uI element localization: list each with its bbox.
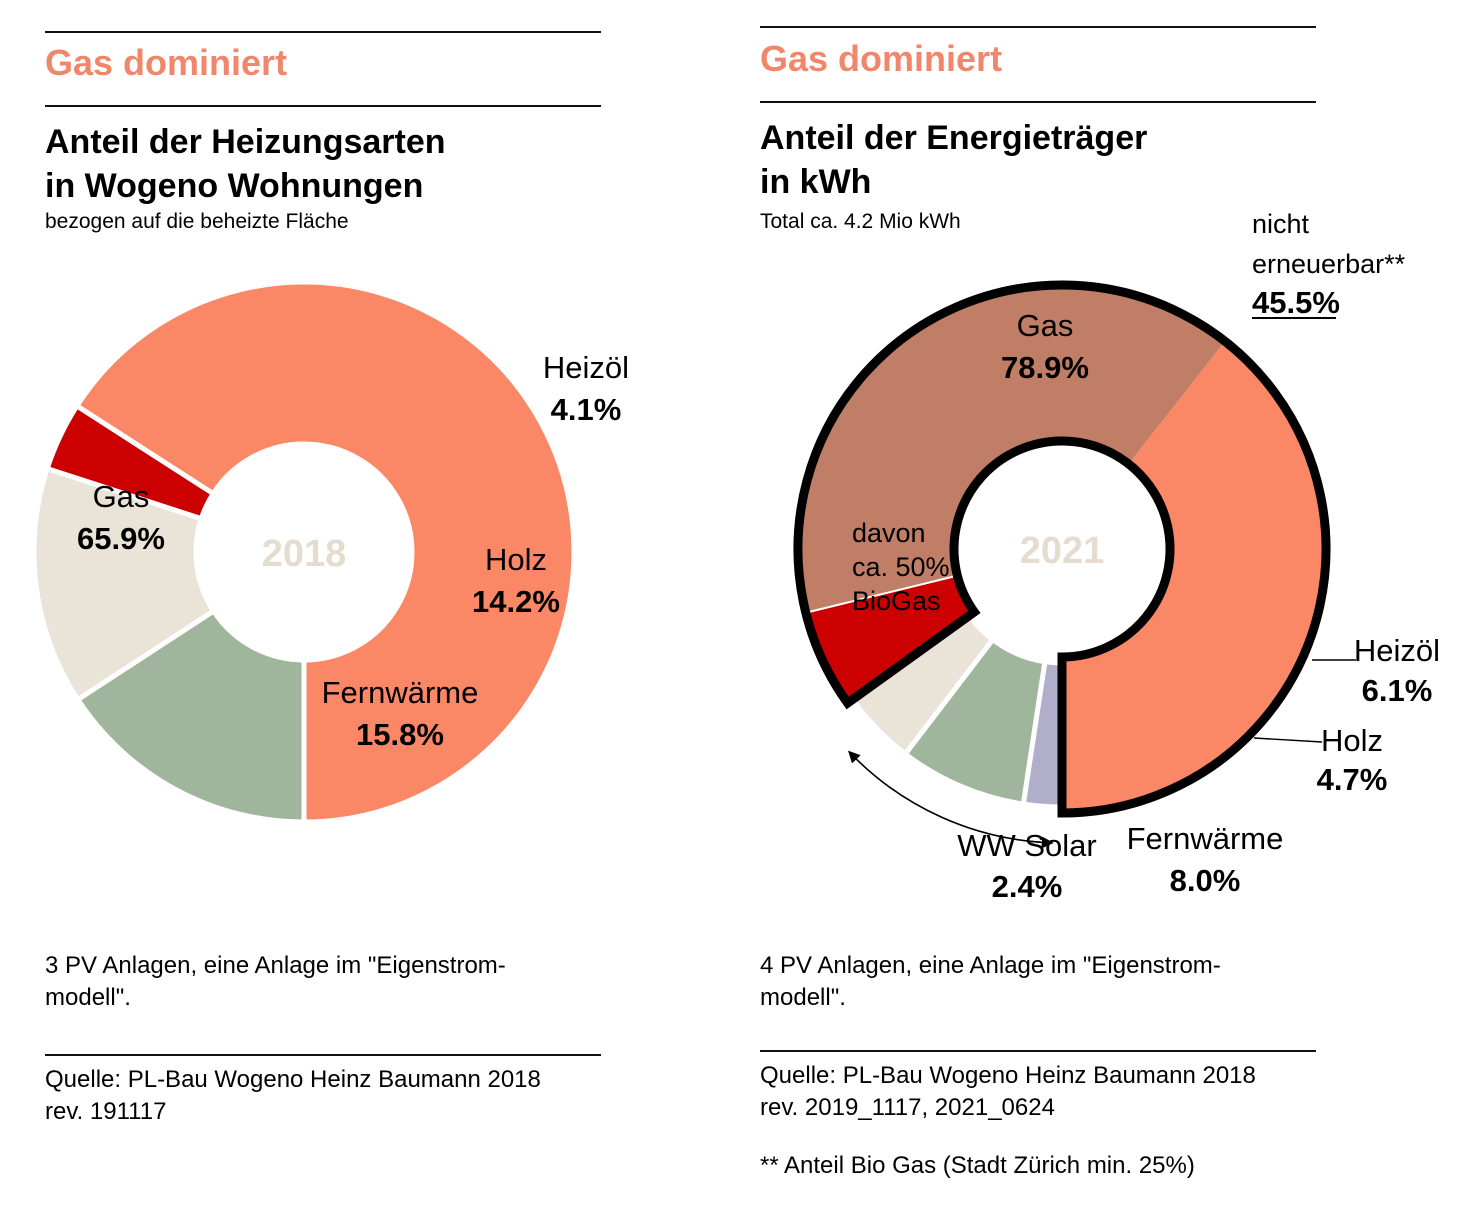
label-right-ww-solar: WW Solar (957, 828, 1097, 863)
kicker-left: Gas dominiert (45, 42, 288, 83)
value-right-fernwaerme: 8.0% (1170, 863, 1241, 898)
slice-left-gas (73, 279, 577, 825)
footnote-right: ** Anteil Bio Gas (Stadt Zürich min. 25%… (760, 1152, 1195, 1179)
value-right-gas: 78.9% (1001, 350, 1089, 385)
mid-rule-left (45, 105, 601, 107)
label-right-fernwaerme: Fernwärme (1127, 821, 1284, 856)
biogas-label-line1: davon (852, 518, 926, 548)
slice-right-gas (1062, 341, 1326, 813)
note-left-line2: modell". (45, 984, 131, 1011)
slice-left-holz (31, 465, 218, 703)
label-left-heizoel: Heizöl (543, 350, 629, 385)
source-left-line1: Quelle: PL-Bau Wogeno Heinz Baumann 2018 (45, 1066, 541, 1093)
label-right-holz: Holz (1321, 723, 1383, 758)
value-left-holz: 14.2% (472, 584, 560, 619)
source-right-line1: Quelle: PL-Bau Wogeno Heinz Baumann 2018 (760, 1062, 1256, 1089)
title-left-line1: Anteil der Heizungsarten (45, 123, 446, 161)
slice-right-gas-biogas-part (798, 284, 1225, 612)
top-rule-left (45, 31, 601, 33)
value-left-heizoel: 4.1% (551, 392, 622, 427)
nonrenewable-label-line1: nicht (1252, 209, 1310, 239)
label-right-heizoel: Heizöl (1354, 633, 1440, 668)
value-right-heizoel: 6.1% (1362, 673, 1433, 708)
biogas-label-line3: BioGas (852, 586, 941, 616)
value-left-gas: 65.9% (77, 521, 165, 556)
chart-title-right: Anteil der Energieträger in kWh (760, 116, 1147, 204)
kicker-right: Gas dominiert (760, 38, 1003, 79)
label-left-holz: Holz (485, 542, 547, 577)
source-rule-right (760, 1050, 1316, 1052)
chart-title-left: Anteil der Heizungsarten in Wogeno Wohnu… (45, 120, 446, 208)
note-right: 4 PV Anlagen, eine Anlage im "Eigenstrom… (760, 950, 1221, 1014)
value-right-holz: 4.7% (1317, 762, 1388, 797)
note-left-line1: 3 PV Anlagen, eine Anlage im "Eigenstrom… (45, 952, 506, 979)
label-left-fernwaerme: Fernwärme (322, 675, 479, 710)
center-label-left: 2018 (262, 533, 347, 575)
label-left-gas: Gas (93, 479, 150, 514)
title-right-line1: Anteil der Energieträger (760, 119, 1148, 157)
nonrenewable-label-line2: erneuerbar** (1252, 249, 1406, 279)
biogas-label-line2: ca. 50% (852, 552, 950, 582)
value-right-ww-solar: 2.4% (992, 869, 1063, 904)
nonrenewable-arc (848, 750, 1052, 844)
value-left-fernwaerme: 15.8% (356, 717, 444, 752)
source-left-line2: rev. 191117 (45, 1098, 167, 1125)
center-label-right: 2021 (1020, 530, 1105, 572)
donut-left-2018: Gas 65.9% Heizöl 4.1% Holz 14.2% Fernwärme 15.8… (31, 279, 629, 825)
source-rule-left (45, 1054, 601, 1056)
top-rule-right (760, 26, 1316, 28)
title-right-line2: in kWh (760, 163, 872, 201)
subtitle-left: bezogen auf die beheizte Fläche (45, 210, 349, 233)
note-right-line2: modell". (760, 984, 846, 1011)
outline-gas-heizoel (793, 280, 1331, 818)
source-right-line2: rev. 2019_1117, 2021_0624 (760, 1094, 1055, 1121)
nonrenewable-value: 45.5% (1252, 285, 1340, 320)
source-right: Quelle: PL-Bau Wogeno Heinz Baumann 2018… (760, 1060, 1256, 1124)
source-left: Quelle: PL-Bau Wogeno Heinz Baumann 2018… (45, 1064, 541, 1128)
donut-right-2021: Gas 78.9% Heizöl 6.1% Holz 4.7% Fernwärme 8.0% W… (793, 280, 1440, 904)
leader-holz-right (1253, 737, 1323, 743)
nonrenewable-arc-start-arrow (1031, 836, 1054, 849)
mid-rule-right (760, 101, 1316, 103)
note-left: 3 PV Anlagen, eine Anlage im "Eigenstrom… (45, 950, 506, 1014)
title-left-line2: in Wogeno Wohnungen (45, 167, 424, 205)
subtitle-right: Total ca. 4.2 Mio kWh (760, 210, 961, 233)
note-right-line1: 4 PV Anlagen, eine Anlage im "Eigenstrom… (760, 952, 1221, 979)
label-right-gas: Gas (1017, 308, 1074, 343)
